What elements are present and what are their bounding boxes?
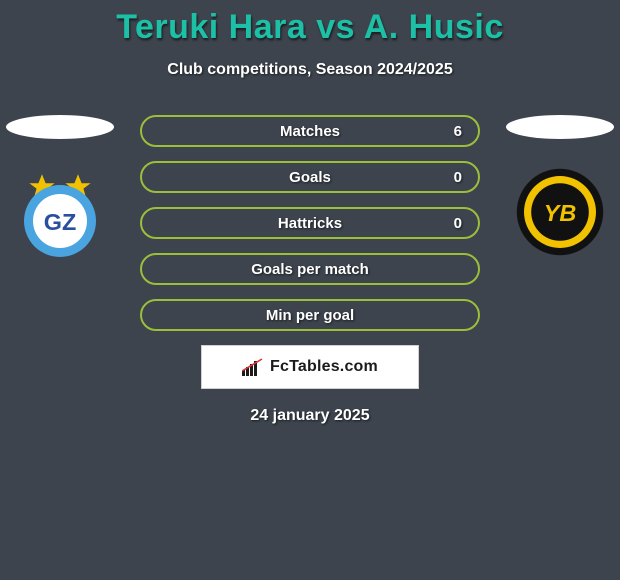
bar-chart-icon bbox=[242, 358, 264, 376]
snapshot-date: 24 january 2025 bbox=[0, 407, 620, 425]
page-title: Teruki Hara vs A. Husic bbox=[0, 0, 620, 47]
stat-row-goals-per-match: Goals per match bbox=[140, 253, 480, 285]
club-badge-icon: YB bbox=[515, 167, 605, 257]
svg-text:YB: YB bbox=[544, 200, 577, 226]
right-player-column: YB bbox=[500, 115, 620, 257]
stat-label: Goals bbox=[289, 169, 331, 186]
stat-row-goals: Goals 0 bbox=[140, 161, 480, 193]
stat-label: Hattricks bbox=[278, 215, 342, 232]
comparison-card: Teruki Hara vs A. Husic Club competition… bbox=[0, 0, 620, 580]
left-player-column: GZ bbox=[0, 115, 120, 257]
stat-value: 0 bbox=[454, 215, 462, 232]
stat-value: 0 bbox=[454, 169, 462, 186]
stat-row-min-per-goal: Min per goal bbox=[140, 299, 480, 331]
club-badge-icon: GZ bbox=[15, 167, 105, 257]
page-subtitle: Club competitions, Season 2024/2025 bbox=[0, 61, 620, 79]
stats-list: Matches 6 Goals 0 Hattricks 0 Goals per … bbox=[140, 115, 480, 331]
stat-row-matches: Matches 6 bbox=[140, 115, 480, 147]
stat-value: 6 bbox=[454, 123, 462, 140]
stat-label: Min per goal bbox=[266, 307, 354, 324]
left-player-silhouette bbox=[6, 115, 114, 139]
right-club-badge: YB bbox=[515, 167, 605, 257]
stat-label: Goals per match bbox=[251, 261, 369, 278]
stat-label: Matches bbox=[280, 123, 340, 140]
source-label: FcTables.com bbox=[270, 358, 378, 376]
stat-row-hattricks: Hattricks 0 bbox=[140, 207, 480, 239]
svg-text:GZ: GZ bbox=[44, 209, 76, 235]
left-club-badge: GZ bbox=[15, 167, 105, 257]
source-logo[interactable]: FcTables.com bbox=[201, 345, 419, 389]
content-area: GZ YB Matches 6 Goals 0 bbox=[0, 115, 620, 425]
right-player-silhouette bbox=[506, 115, 614, 139]
